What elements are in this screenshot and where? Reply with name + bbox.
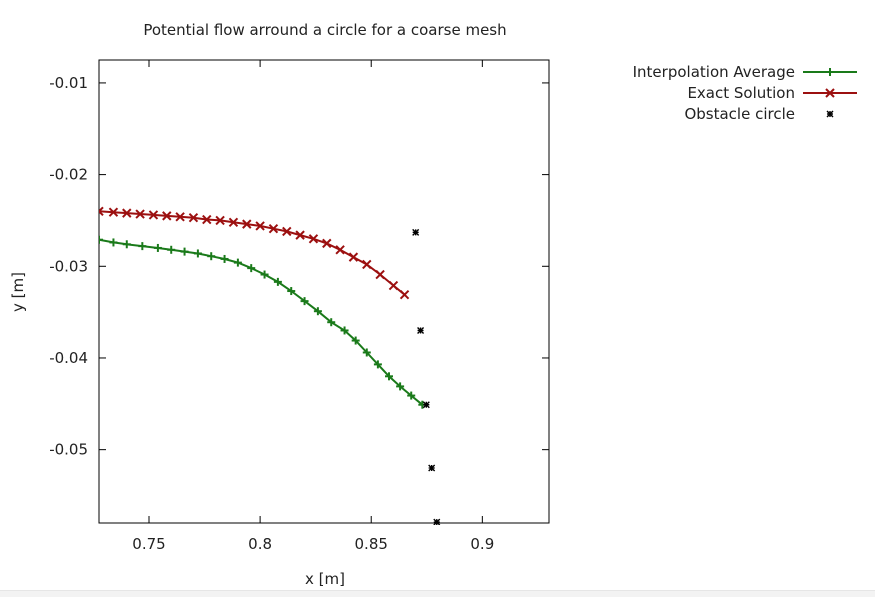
data-point — [417, 326, 425, 334]
data-point — [375, 269, 385, 280]
legend-label: Exact Solution — [687, 84, 795, 102]
data-point — [202, 214, 212, 225]
data-point — [242, 219, 252, 229]
y-axis-ticks: -0.01 -0.02 -0.03 -0.04 -0.05 — [49, 74, 549, 459]
data-point — [385, 372, 393, 381]
x-tick-label: 0.8 — [248, 535, 272, 553]
y-tick-label: -0.03 — [49, 257, 88, 275]
x-axis-label: x [m] — [305, 570, 345, 588]
data-point — [260, 270, 269, 279]
legend-label: Interpolation Average — [633, 63, 795, 81]
legend-entry: Interpolation Average — [633, 63, 857, 81]
data-point — [122, 240, 131, 249]
y-axis-label: y [m] — [9, 272, 27, 312]
x-tick-label: 0.9 — [470, 535, 494, 553]
data-point — [175, 212, 185, 222]
data-point — [247, 264, 256, 273]
data-point — [148, 210, 159, 220]
data-point — [135, 209, 145, 219]
data-point — [295, 230, 305, 240]
x-tick-label: 0.75 — [132, 535, 165, 553]
legend-entry: Exact Solution — [687, 84, 857, 102]
data-point — [396, 382, 405, 391]
series-line — [99, 210, 406, 296]
data-point — [228, 217, 239, 227]
data-point — [220, 254, 229, 263]
data-point — [99, 235, 103, 244]
data-point — [322, 238, 332, 249]
y-tick-label: -0.02 — [49, 166, 88, 184]
data-point — [348, 252, 359, 262]
legend-marker-sample — [826, 68, 834, 76]
data-point — [340, 326, 349, 335]
data-point — [273, 277, 282, 286]
data-point — [362, 348, 371, 357]
legend-entry: Obstacle circle — [684, 105, 834, 123]
series-interpolation-average — [99, 235, 427, 409]
data-point — [282, 226, 292, 237]
series-obstacle-circle — [412, 228, 441, 525]
legend: Interpolation Average Exact Solution Obsta… — [633, 63, 857, 123]
data-point — [138, 242, 147, 251]
data-point — [327, 318, 336, 327]
data-point — [335, 245, 345, 255]
plot-frame — [98, 59, 550, 524]
data-point — [313, 307, 322, 316]
data-point — [153, 243, 162, 252]
data-point — [407, 391, 416, 400]
series-exact-solution — [99, 206, 410, 300]
data-point — [308, 234, 319, 244]
data-point — [428, 464, 436, 472]
series-layer — [99, 206, 441, 525]
data-point — [108, 207, 119, 217]
legend-marker-sample — [825, 88, 835, 98]
data-point — [351, 336, 360, 345]
data-point — [162, 211, 172, 221]
data-point — [188, 212, 199, 223]
y-tick-label: -0.01 — [49, 74, 88, 92]
x-tick-label: 0.85 — [355, 535, 388, 553]
data-point — [287, 287, 296, 296]
data-point — [180, 247, 189, 256]
y-tick-label: -0.04 — [49, 349, 88, 367]
data-point — [388, 280, 399, 291]
window-bottom-strip — [0, 590, 875, 597]
data-point — [373, 360, 382, 369]
data-point — [422, 401, 430, 409]
data-point — [99, 206, 104, 216]
data-point — [109, 238, 118, 247]
chart-title: Potential flow arround a circle for a co… — [143, 21, 506, 39]
legend-label: Obstacle circle — [684, 105, 795, 123]
data-point — [167, 245, 176, 254]
data-point — [207, 252, 216, 261]
data-point — [255, 221, 265, 231]
data-point — [362, 259, 372, 270]
data-point — [122, 208, 132, 218]
series-line — [99, 238, 423, 406]
y-tick-label: -0.05 — [49, 441, 88, 459]
data-point — [268, 223, 279, 234]
data-point — [433, 518, 441, 525]
data-point — [412, 228, 420, 236]
x-axis-ticks: 0.75 0.8 0.85 0.9 — [132, 60, 494, 553]
data-point — [399, 290, 410, 300]
data-point — [233, 258, 242, 267]
data-point — [215, 215, 225, 226]
data-point — [300, 297, 309, 306]
legend-marker-sample — [826, 110, 834, 118]
data-point — [193, 249, 202, 258]
